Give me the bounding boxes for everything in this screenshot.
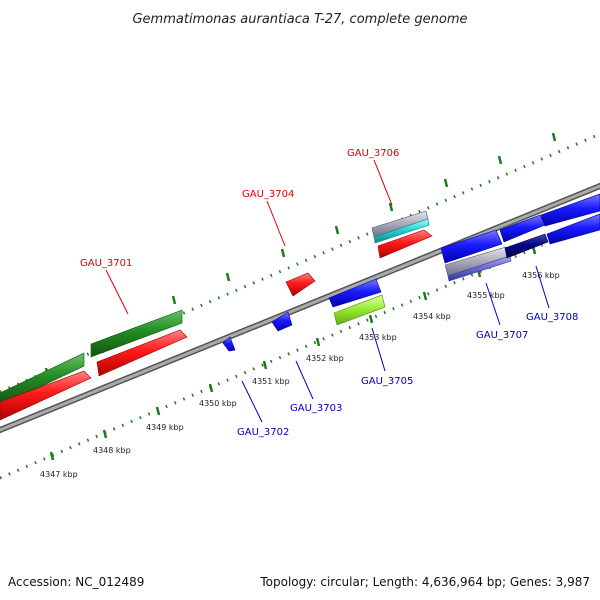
gene-arrow-red [96, 329, 188, 377]
gene-label-gau-3706: GAU_3706 [347, 148, 399, 159]
gene-label-gau-3707: GAU_3707 [476, 330, 528, 341]
outer-kbp-tick [334, 225, 340, 235]
gene-label-gau-3702: GAU_3702 [237, 427, 289, 438]
gene-arrow-navy [504, 233, 549, 259]
genome-stats-text: Topology: circular; Length: 4,636,964 bp… [259, 575, 590, 589]
kbp-tick-label: 4353 kbp [359, 333, 397, 342]
gene-label-gau-3705: GAU_3705 [361, 376, 413, 387]
gene-arrow-blue [222, 336, 236, 352]
outer-kbp-tick [551, 132, 557, 142]
gene-leader-line [241, 380, 263, 423]
genome-backbone [0, 182, 600, 434]
outer-kbp-tick [443, 178, 449, 188]
inner-kbp-tick [102, 429, 108, 439]
outer-kbp-tick [280, 248, 286, 258]
accession-text: Accession: NC_012489 [8, 575, 144, 589]
gene-arrow-green [0, 352, 85, 407]
gene-leader-line [485, 282, 501, 326]
gene-arrow-violet [447, 255, 512, 282]
gene-arrow-blue [328, 278, 382, 308]
reverse-strand-genes [222, 193, 600, 352]
outer-kbp-tick [388, 202, 394, 212]
kbp-tick-label: 4350 kbp [199, 399, 237, 408]
gene-arrow-red [0, 370, 92, 421]
gene-leader-line [105, 269, 129, 315]
gene-label-gau-3703: GAU_3703 [290, 403, 342, 414]
gene-leader-line [535, 265, 550, 309]
gene-arrow-lime [333, 294, 386, 326]
reverse-gene-labels: GAU_3702 GAU_3703 GAU_3705 GAU_3707 GAU_… [237, 265, 578, 438]
inner-kbp-tick [49, 451, 55, 461]
forward-gene-labels: GAU_3701 GAU_3704 GAU_3706 [80, 148, 399, 315]
gene-leader-line [373, 159, 393, 206]
gene-arrow-blue [540, 193, 600, 227]
gene-arrow-red [285, 272, 316, 297]
inner-kbp-tick [208, 383, 214, 393]
backbone-core [0, 184, 600, 432]
gene-leader-line [266, 200, 286, 247]
inner-kbp-tick [422, 291, 428, 301]
forward-strand-genes [0, 210, 433, 421]
inner-kbp-tick [315, 337, 321, 347]
kbp-tick-label: 4351 kbp [252, 377, 290, 386]
map-title: Gemmatimonas aurantiaca T-27, complete g… [132, 12, 467, 27]
gene-label-gau-3708: GAU_3708 [526, 312, 578, 323]
kbp-tick-label: 4348 kbp [93, 446, 131, 455]
gene-label-gau-3704: GAU_3704 [242, 189, 294, 200]
outer-kbp-tick [171, 295, 177, 305]
gene-arrow-red [377, 229, 433, 259]
gene-arrow-blue [271, 311, 293, 332]
kbp-tick-label: 4352 kbp [306, 354, 344, 363]
gene-arrow-blue [546, 213, 600, 245]
kbp-tick-label: 4347 kbp [40, 470, 78, 479]
inner-kbp-tick [155, 406, 161, 416]
outer-kbp-tick [497, 155, 503, 165]
gene-arrow-green [90, 309, 183, 358]
gene-arrow-cyan [373, 218, 430, 244]
kbp-tick-label: 4356 kbp [522, 271, 560, 280]
gene-leader-line [371, 327, 386, 372]
kbp-tick-label: 4354 kbp [413, 312, 451, 321]
outer-kbp-tick [225, 272, 231, 282]
kbp-tick-label: 4349 kbp [146, 423, 184, 432]
inner-kbp-tick [262, 360, 268, 370]
kbp-tick-label: 4355 kbp [467, 291, 505, 300]
gene-arrow-blue [440, 229, 503, 264]
gene-leader-line [295, 360, 314, 400]
gene-label-gau-3701: GAU_3701 [80, 258, 132, 269]
kbp-tick-labels: 4347 kbp 4348 kbp 4349 kbp 4350 kbp 4351… [40, 271, 560, 479]
inner-kbp-tick [368, 314, 374, 324]
